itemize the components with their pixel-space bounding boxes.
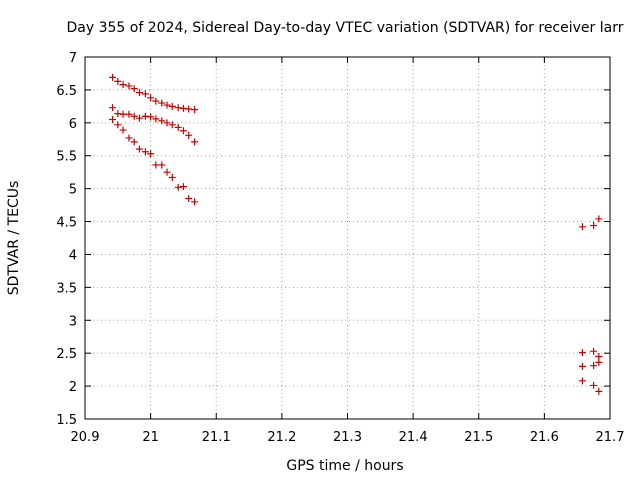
data-point xyxy=(179,183,187,191)
x-tick-label: 21.5 xyxy=(464,430,493,445)
y-tick-label: 3.5 xyxy=(56,281,77,296)
data-point xyxy=(590,381,598,389)
data-point xyxy=(191,106,199,114)
data-point xyxy=(130,138,138,146)
data-point xyxy=(185,195,193,203)
data-point xyxy=(174,104,182,112)
data-point xyxy=(578,362,586,370)
x-tick-label: 21.3 xyxy=(333,430,362,445)
data-point xyxy=(152,97,160,105)
data-point xyxy=(152,161,160,169)
x-tick-label: 21.2 xyxy=(267,430,296,445)
data-point xyxy=(163,168,171,176)
y-tick-label: 2 xyxy=(69,380,77,395)
data-point xyxy=(109,104,117,112)
data-point xyxy=(590,221,598,229)
data-point xyxy=(595,387,603,395)
data-point xyxy=(119,110,127,118)
y-tick-label: 6 xyxy=(69,117,77,132)
data-point xyxy=(590,347,598,355)
data-point xyxy=(109,73,117,81)
y-tick-label: 4 xyxy=(69,248,77,263)
data-point xyxy=(185,131,193,139)
data-point xyxy=(168,102,176,110)
data-point xyxy=(191,198,199,206)
y-tick-label: 5 xyxy=(69,183,77,198)
data-point xyxy=(174,183,182,191)
data-point xyxy=(119,81,127,89)
data-point xyxy=(590,362,598,370)
data-point xyxy=(114,121,122,129)
data-point xyxy=(141,148,149,156)
data-point xyxy=(152,115,160,123)
data-point xyxy=(141,90,149,98)
data-point xyxy=(135,89,143,97)
chart-title: Day 355 of 2024, Sidereal Day-to-day VTE… xyxy=(67,20,624,36)
data-point xyxy=(109,116,117,124)
y-tick-label: 4.5 xyxy=(56,216,77,231)
data-point xyxy=(578,349,586,357)
data-point xyxy=(114,77,122,85)
data-point xyxy=(163,101,171,109)
x-axis-label: GPS time / hours xyxy=(286,458,403,474)
data-point xyxy=(135,145,143,153)
data-point xyxy=(185,105,193,113)
x-tick-label: 21.4 xyxy=(399,430,428,445)
y-tick-label: 2.5 xyxy=(56,347,77,362)
data-point xyxy=(135,114,143,122)
y-axis-label: SDTVAR / TECUs xyxy=(6,181,22,296)
data-point xyxy=(125,110,133,118)
data-point xyxy=(147,94,155,102)
data-point xyxy=(130,112,138,120)
y-tick-label: 6.5 xyxy=(56,84,77,99)
data-point xyxy=(158,99,166,107)
data-point xyxy=(191,138,199,146)
data-point xyxy=(119,126,127,134)
y-tick-label: 3 xyxy=(69,314,77,329)
y-tick-label: 5.5 xyxy=(56,150,77,165)
data-point xyxy=(578,223,586,231)
data-point xyxy=(595,358,603,366)
data-point xyxy=(578,377,586,385)
y-tick-label: 7 xyxy=(69,51,77,66)
data-point xyxy=(158,161,166,169)
data-point xyxy=(158,117,166,125)
x-tick-label: 21.1 xyxy=(202,430,231,445)
data-point xyxy=(179,127,187,135)
data-point xyxy=(168,173,176,181)
data-point xyxy=(147,113,155,121)
data-point xyxy=(114,110,122,118)
x-tick-label: 20.9 xyxy=(71,430,100,445)
data-point xyxy=(179,104,187,112)
data-point xyxy=(595,352,603,360)
x-tick-label: 21 xyxy=(142,430,159,445)
x-tick-label: 21.7 xyxy=(596,430,625,445)
y-axis: 1.5 2 2.5 3 3.5 4 4.5 5 5.5 6 6.5 7 xyxy=(56,51,610,428)
x-tick-label: 21.6 xyxy=(530,430,559,445)
data-point xyxy=(130,85,138,93)
data-point xyxy=(163,119,171,127)
data-point xyxy=(174,123,182,131)
data-point xyxy=(147,150,155,158)
data-point xyxy=(125,82,133,90)
data-point xyxy=(125,134,133,142)
data-points xyxy=(109,73,603,395)
data-point xyxy=(595,215,603,223)
grid-lines xyxy=(85,57,610,419)
y-tick-label: 1.5 xyxy=(56,413,77,428)
x-axis: 20.9 21 21.1 21.2 21.3 21.4 21.5 21.6 21.7 xyxy=(71,57,625,445)
data-point xyxy=(168,121,176,129)
data-point xyxy=(141,112,149,120)
